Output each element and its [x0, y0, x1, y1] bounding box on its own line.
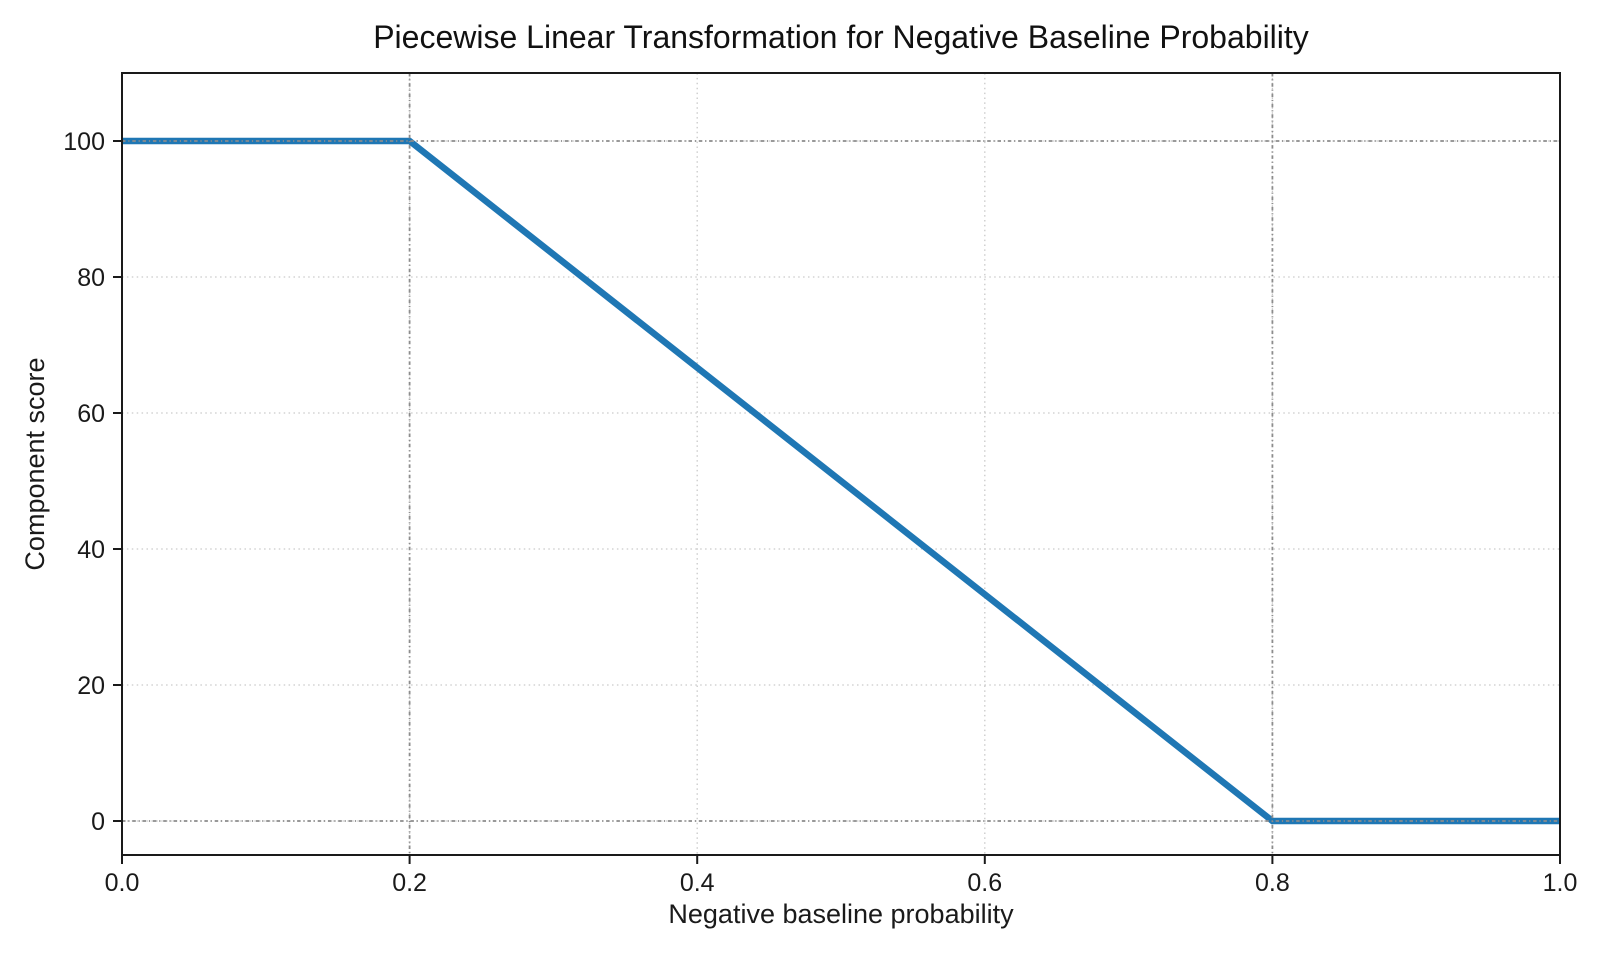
y-tick-label: 100 — [63, 128, 105, 156]
axes-spines-layer — [121, 72, 1561, 856]
y-tick-label: 20 — [77, 672, 105, 700]
x-tick-label: 0.4 — [680, 869, 715, 897]
axes-spines — [121, 72, 1561, 856]
x-tick-label: 0.0 — [105, 869, 140, 897]
x-tick-label: 0.8 — [1255, 869, 1290, 897]
chart-title: Piecewise Linear Transformation for Nega… — [373, 19, 1309, 55]
grid-layer — [121, 73, 1561, 855]
data-series-layer — [122, 137, 1560, 825]
x-tick-label: 1.0 — [1543, 869, 1578, 897]
x-tick-label: 0.2 — [392, 869, 427, 897]
series-line — [122, 137, 1560, 825]
y-tick-label: 60 — [77, 400, 105, 428]
reference-lines-layer — [122, 73, 1560, 855]
y-tick-label: 0 — [91, 808, 105, 836]
ticks-layer: 0.0 0.2 0.4 0.6 0.8 1.0 0 20 40 60 80 100 — [63, 128, 1577, 897]
y-tick-label: 40 — [77, 536, 105, 564]
y-tick-label: 80 — [77, 264, 105, 292]
x-tick-label: 0.6 — [967, 869, 1002, 897]
y-axis-label: Component score — [20, 357, 50, 570]
x-axis-label: Negative baseline probability — [668, 899, 1014, 929]
